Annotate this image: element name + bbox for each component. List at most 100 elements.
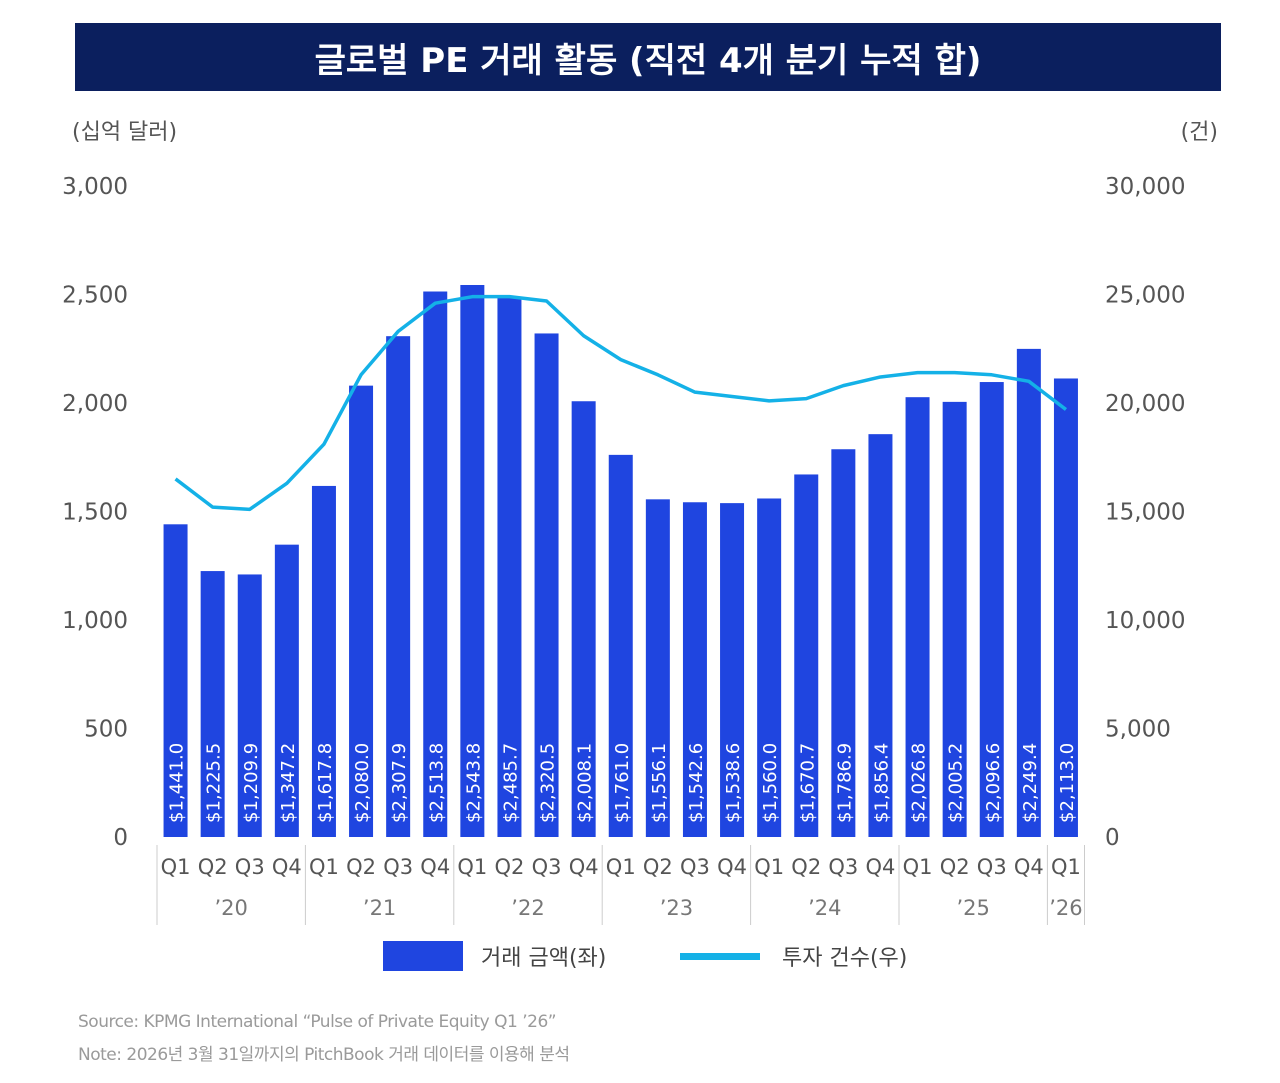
bar-data-label: $2,513.8 bbox=[426, 743, 447, 823]
category-label: Q1 bbox=[457, 855, 487, 879]
year-label: ’23 bbox=[660, 896, 693, 920]
year-label: ’25 bbox=[956, 896, 989, 920]
bar bbox=[460, 284, 485, 838]
chart-title: 글로벌 PE 거래 활동 (직전 4개 분기 누적 합) bbox=[75, 23, 1221, 91]
bar bbox=[608, 454, 633, 837]
line-series bbox=[174, 294, 1068, 512]
right-tick-label: 25,000 bbox=[1105, 283, 1185, 309]
right-tick-label: 15,000 bbox=[1105, 500, 1185, 526]
left-tick-label: 500 bbox=[84, 717, 128, 743]
bar bbox=[349, 385, 374, 837]
category-label: Q2 bbox=[791, 855, 821, 879]
bar bbox=[645, 499, 670, 837]
category-label: Q4 bbox=[1014, 855, 1044, 879]
chart-svg: 0 500 1,000 1,500 2,000 2,500 3,000 0 5,000 10,00… bbox=[62, 174, 1185, 925]
category-label: Q4 bbox=[569, 855, 599, 879]
category-label: Q2 bbox=[940, 855, 970, 879]
right-tick-label: 20,000 bbox=[1105, 391, 1185, 417]
left-tick-label: 0 bbox=[113, 825, 128, 851]
year-label: ’24 bbox=[808, 896, 841, 920]
category-label: Q4 bbox=[866, 855, 896, 879]
bar-data-label: $1,556.1 bbox=[649, 743, 670, 823]
bar bbox=[757, 498, 782, 837]
bar-data-label: $2,080.0 bbox=[352, 743, 373, 823]
bar-data-label: $2,307.9 bbox=[389, 743, 410, 823]
bar bbox=[497, 297, 522, 837]
bar bbox=[1016, 348, 1041, 837]
bar bbox=[1053, 378, 1078, 837]
right-tick-label: 0 bbox=[1105, 825, 1120, 851]
category-label: Q3 bbox=[828, 855, 858, 879]
bar-data-label: $2,485.7 bbox=[500, 743, 521, 823]
source-text: Source: KPMG International “Pulse of Pri… bbox=[78, 1012, 557, 1032]
category-label: Q2 bbox=[346, 855, 376, 879]
bar-data-label: $2,008.1 bbox=[575, 743, 596, 823]
category-label: Q1 bbox=[161, 855, 191, 879]
bar-data-label: $2,096.6 bbox=[983, 743, 1004, 823]
bar-data-label: $1,560.0 bbox=[760, 743, 781, 823]
category-label: Q2 bbox=[495, 855, 525, 879]
note-text: Note: 2026년 3월 31일까지의 PitchBook 거래 데이터를 … bbox=[78, 1045, 570, 1065]
left-tick-label: 2,500 bbox=[62, 283, 128, 309]
bar bbox=[794, 474, 819, 837]
category-label: Q3 bbox=[383, 855, 413, 879]
bar-data-label: $1,441.0 bbox=[167, 743, 188, 823]
bar bbox=[534, 333, 559, 837]
bar bbox=[237, 574, 262, 837]
legend-bar: 거래 금액(좌) bbox=[383, 940, 606, 972]
legend-bar-swatch bbox=[383, 941, 463, 971]
year-label: ’26 bbox=[1049, 896, 1082, 920]
bar-data-label: $2,320.5 bbox=[538, 743, 559, 823]
right-tick-label: 30,000 bbox=[1105, 174, 1185, 200]
right-tick-label: 10,000 bbox=[1105, 608, 1185, 634]
category-label: Q2 bbox=[643, 855, 673, 879]
right-tick-label: 5,000 bbox=[1105, 717, 1171, 743]
category-label: Q1 bbox=[606, 855, 636, 879]
left-tick-label: 1,500 bbox=[62, 500, 128, 526]
category-label: Q3 bbox=[680, 855, 710, 879]
bar-data-label: $2,005.2 bbox=[946, 743, 967, 823]
bar bbox=[386, 336, 411, 837]
bar-data-label: $2,543.8 bbox=[463, 743, 484, 823]
legend-line: 투자 건수(우) bbox=[680, 940, 907, 972]
bar bbox=[905, 397, 930, 837]
bar-data-label: $1,209.9 bbox=[241, 743, 262, 823]
bar bbox=[868, 434, 893, 837]
bar bbox=[163, 524, 188, 837]
category-label: Q1 bbox=[754, 855, 784, 879]
bar-data-label: $1,786.9 bbox=[834, 743, 855, 823]
bar-data-label: $2,249.4 bbox=[1020, 743, 1041, 823]
bar-data-label: $2,026.8 bbox=[909, 743, 930, 823]
right-axis-unit: (건) bbox=[1180, 120, 1218, 145]
category-label: Q2 bbox=[198, 855, 228, 879]
bar-data-label: $1,761.0 bbox=[612, 743, 633, 823]
bar bbox=[831, 449, 856, 837]
bar bbox=[423, 291, 448, 838]
left-axis-unit: (십억 달러) bbox=[72, 120, 178, 145]
category-label: Q3 bbox=[532, 855, 562, 879]
bar bbox=[720, 503, 745, 837]
legend-bar-label: 거래 금액(좌) bbox=[481, 946, 607, 971]
bar bbox=[571, 401, 596, 837]
category-label: Q1 bbox=[903, 855, 933, 879]
bar bbox=[979, 382, 1004, 837]
bar-data-label: $1,542.6 bbox=[686, 743, 707, 823]
bar bbox=[274, 544, 299, 837]
year-label: ’22 bbox=[511, 896, 544, 920]
bar-data-label: $1,225.5 bbox=[204, 743, 225, 823]
bar-data-label: $1,670.7 bbox=[797, 743, 818, 823]
left-tick-label: 1,000 bbox=[62, 608, 128, 634]
category-label: Q4 bbox=[420, 855, 450, 879]
year-label: ’20 bbox=[214, 896, 247, 920]
category-label: Q3 bbox=[977, 855, 1007, 879]
bar bbox=[311, 485, 336, 837]
bar bbox=[200, 571, 225, 837]
bar-data-label: $1,856.4 bbox=[871, 743, 892, 823]
category-label: Q4 bbox=[272, 855, 302, 879]
legend-line-swatch bbox=[680, 952, 760, 960]
bar bbox=[942, 401, 967, 837]
legend-line-label: 투자 건수(우) bbox=[782, 946, 908, 971]
category-label: Q1 bbox=[309, 855, 339, 879]
category-label: Q4 bbox=[717, 855, 747, 879]
